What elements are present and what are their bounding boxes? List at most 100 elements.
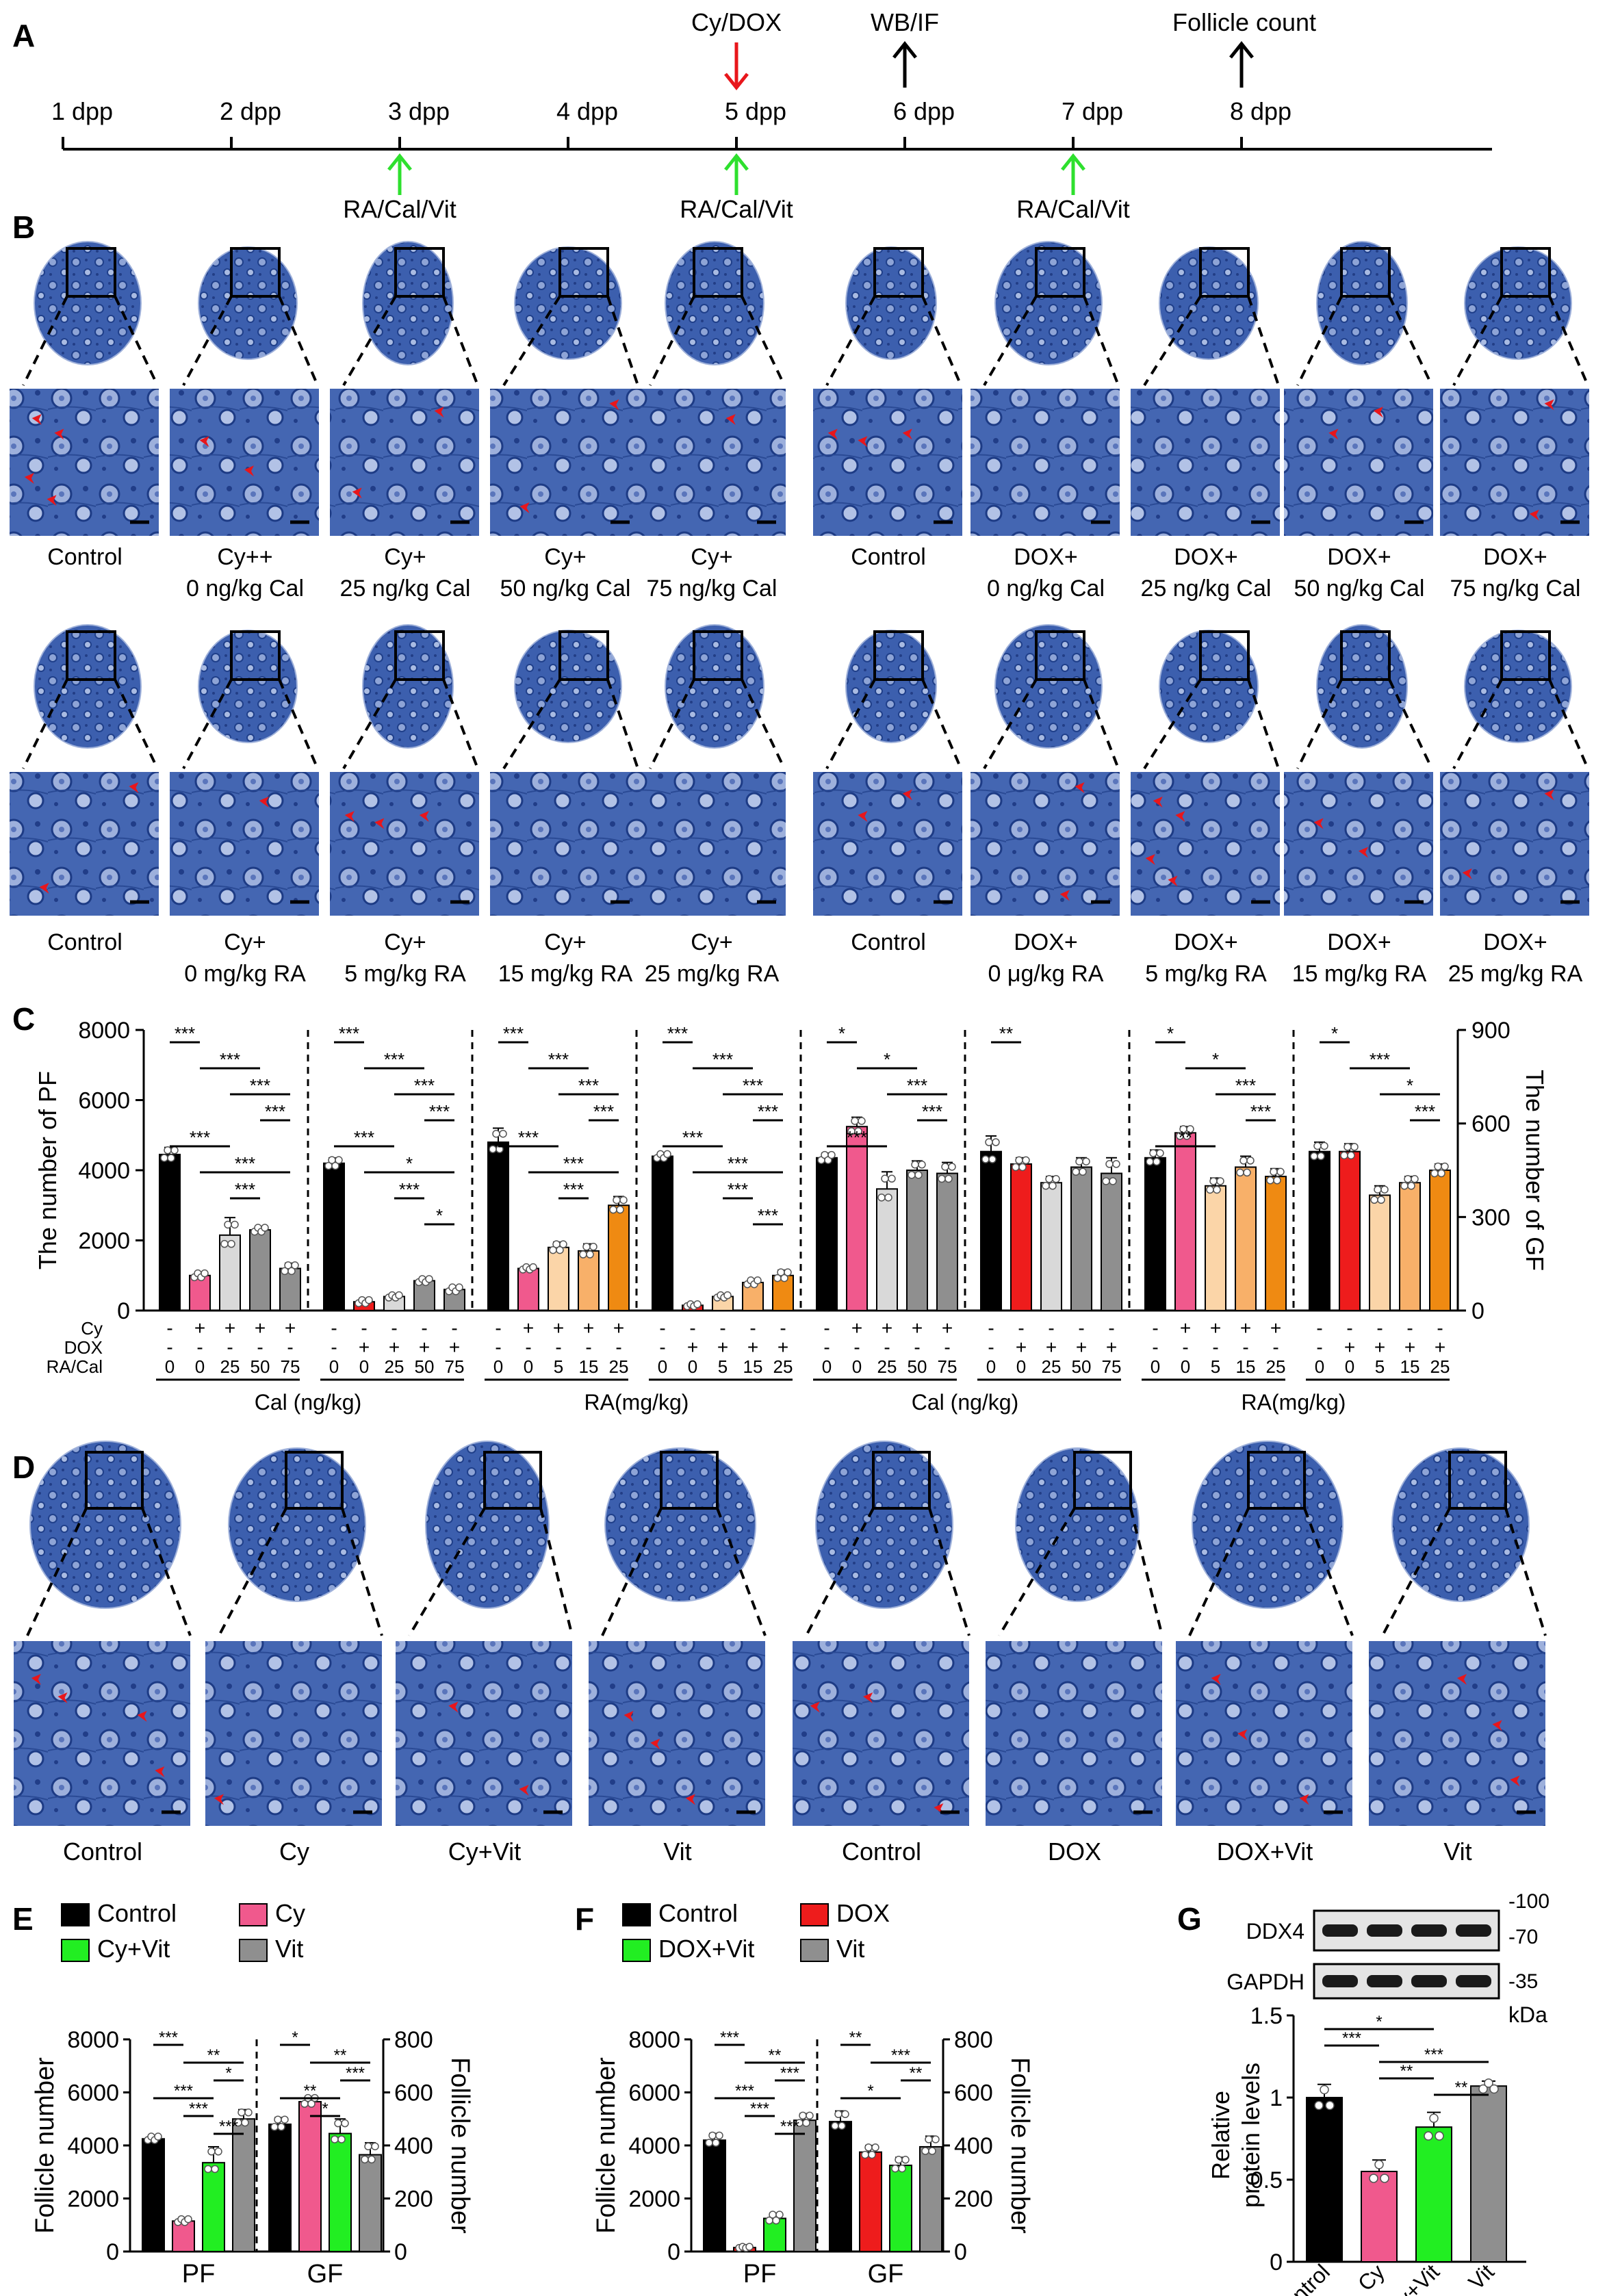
ovary-section [604, 1447, 756, 1602]
dose-value: 5 [1211, 1356, 1220, 1377]
bar [1470, 2085, 1507, 2262]
bar [906, 1170, 928, 1311]
zoom-box [558, 630, 609, 681]
significance-stars: *** [563, 1179, 584, 1200]
zoom-guide [716, 1508, 767, 1636]
bar [1144, 1157, 1166, 1312]
significance-stars: * [1167, 1023, 1174, 1044]
red-arrowhead [1211, 1674, 1221, 1685]
data-point [331, 1161, 339, 1170]
data-point [395, 1291, 403, 1300]
red-arrowhead [434, 407, 444, 418]
zoom-tile [396, 1641, 572, 1826]
group-dose-label: 75 ng/kg Cal [1450, 576, 1581, 602]
red-arrowhead [902, 428, 912, 440]
timeline: 1 dpp 2 dpp 3 dpp 4 dpp 5 dpp 6 dpp 7 dpp 8 dpp… [51, 8, 1492, 223]
red-arrowhead [1359, 847, 1368, 858]
bar [1235, 1166, 1257, 1312]
y-tick-label: 2000 [78, 1228, 130, 1254]
significance-stars: *** [189, 2100, 208, 2118]
significance-stars: *** [750, 2100, 769, 2118]
significance-stars: * [225, 2064, 231, 2082]
significance-stars: *** [780, 2117, 799, 2136]
bar [578, 1250, 600, 1311]
data-point [888, 1174, 896, 1183]
cy-sign: - [780, 1317, 786, 1339]
legend-label: Control [97, 1899, 177, 1927]
dose-value: 25 [1266, 1356, 1286, 1377]
zoom-guide [1388, 296, 1433, 386]
data-point [1377, 1196, 1385, 1204]
y-tick-label-right: 0 [394, 2239, 407, 2265]
group-dose-label: 15 mg/kg RA [1292, 961, 1427, 987]
data-point [1484, 2078, 1493, 2088]
data-point [1216, 1177, 1224, 1185]
ovary-section [1464, 630, 1572, 743]
zoom-guide [114, 679, 159, 769]
dox-sign: + [777, 1337, 788, 1358]
zoom-guide [218, 1508, 287, 1636]
group-label: DOX+ [1327, 929, 1391, 955]
significance-stars: * [884, 1049, 890, 1070]
group-label: Cy+ [544, 544, 586, 570]
data-point [1213, 1185, 1221, 1194]
ovary-section [362, 241, 454, 365]
ovary-section [815, 1441, 953, 1609]
row-label-dose: RA/Cal [47, 1356, 103, 1377]
bar [232, 2118, 255, 2252]
data-point [492, 1129, 500, 1138]
data-point [365, 1295, 373, 1304]
y-tick-label: 0 [1270, 2249, 1283, 2275]
y-tick-label: 1.5 [1250, 2003, 1283, 2029]
group-dose-label: 15 mg/kg RA [498, 961, 633, 987]
significance-stars: * [867, 2082, 873, 2100]
bar [889, 2165, 912, 2252]
zoom-box [1073, 1451, 1132, 1510]
data-point [619, 1196, 628, 1204]
data-point [1206, 1185, 1214, 1194]
ovary-section [1192, 1441, 1344, 1609]
bar [249, 1229, 271, 1311]
data-point [204, 2165, 212, 2174]
data-point [1434, 1162, 1442, 1171]
cy-sign: - [1316, 1317, 1322, 1339]
cy-sign: + [1270, 1317, 1281, 1339]
cy-sign: - [689, 1317, 695, 1339]
data-point [331, 2135, 339, 2143]
zoom-box [1199, 247, 1250, 298]
legend-swatch [800, 1903, 829, 1926]
dose-value: 15 [1400, 1356, 1420, 1377]
legend-label: Control [658, 1899, 738, 1927]
group-dose-label: 0 ng/kg Cal [987, 576, 1105, 602]
significance-stars: *** [518, 1127, 539, 1148]
bar [859, 2151, 882, 2252]
cy-sign: - [1437, 1317, 1443, 1339]
ovary-section [994, 624, 1103, 749]
data-point [241, 2118, 249, 2127]
significance-stars: *** [250, 1075, 270, 1096]
significance-stars: *** [728, 1179, 748, 1200]
timeline-ticks: 1 dpp 2 dpp 3 dpp 4 dpp 5 dpp 6 dpp 7 dpp 8 dpp… [51, 8, 1316, 223]
legend-swatch [61, 1903, 90, 1926]
legend-swatch [239, 1939, 268, 1962]
y-axis-label: Relative [1207, 2091, 1235, 2180]
blot-label: GAPDH [1226, 1970, 1304, 1994]
red-arrowhead [858, 811, 868, 822]
zoom-tile [170, 389, 319, 536]
dox-sign: - [615, 1337, 621, 1358]
data-point [616, 1205, 624, 1214]
group-dose-label: 5 mg/kg RA [344, 961, 466, 987]
significance-stars: *** [219, 2117, 238, 2136]
dox-sign: + [747, 1337, 758, 1358]
zoom-box [1247, 1451, 1306, 1510]
cy-sign: + [285, 1317, 296, 1339]
data-point [911, 1161, 919, 1169]
legend-swatch [622, 1939, 651, 1962]
dose-value: 0 [329, 1356, 339, 1377]
data-point [364, 2142, 372, 2151]
legend-swatch [239, 1903, 268, 1926]
dox-sign: + [1435, 1337, 1445, 1358]
zoom-box [85, 1451, 144, 1510]
ovary-section [34, 241, 142, 365]
data-point [1273, 1176, 1281, 1185]
